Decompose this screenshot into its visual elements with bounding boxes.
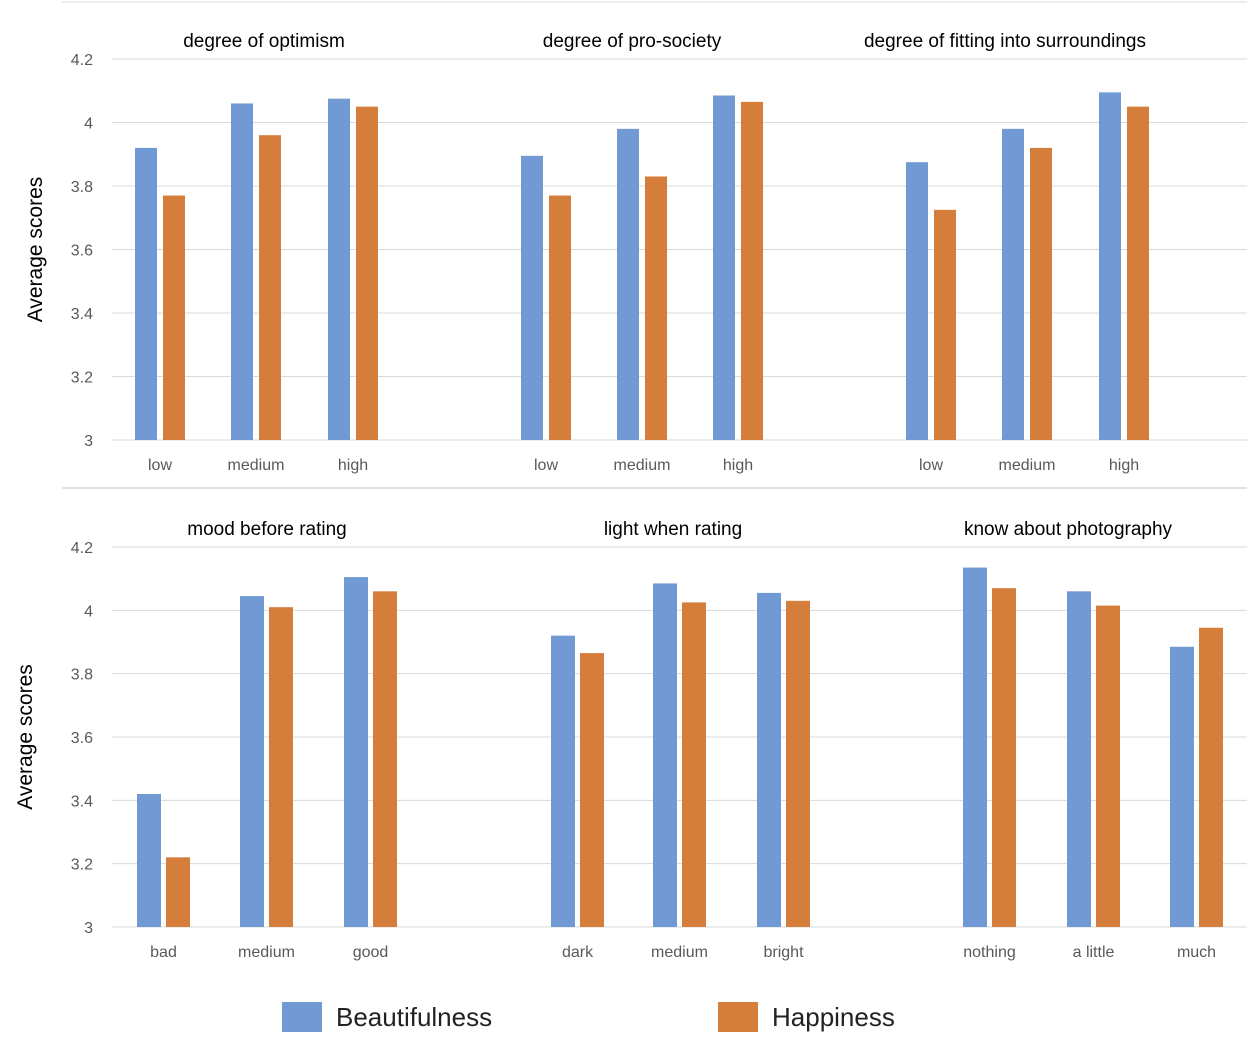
y-tick-label: 3.4 [71, 793, 93, 810]
x-category-label: high [338, 457, 368, 474]
x-category-label: high [723, 457, 753, 474]
legend-item-happiness: Happiness [718, 1000, 895, 1034]
y-tick-label: 4 [84, 603, 93, 620]
bar-happiness [166, 857, 190, 927]
bar-beautifulness [653, 583, 677, 927]
x-category-label: a little [1073, 944, 1115, 961]
y-tick-label: 4.2 [71, 52, 93, 69]
bar-happiness [163, 195, 185, 440]
y-tick-label: 3.8 [71, 667, 93, 684]
y-tick-label: 3.2 [71, 370, 93, 387]
x-category-label: medium [651, 944, 708, 961]
x-category-label: much [1177, 944, 1216, 961]
legend-label-beautifulness: Beautifulness [336, 1002, 493, 1032]
y-tick-label: 4.2 [71, 540, 93, 557]
legend-label-happiness: Happiness [772, 1002, 895, 1032]
bar-happiness [934, 209, 956, 440]
bar-beautifulness [617, 128, 639, 440]
bar-happiness [741, 101, 763, 441]
legend-swatch-happiness [718, 1002, 758, 1032]
y-tick-label: 3.6 [71, 243, 93, 260]
bar-beautifulness [328, 98, 350, 440]
bar-beautifulness [1099, 92, 1121, 441]
panel-title: degree of pro-society [543, 31, 722, 52]
x-category-label: dark [562, 944, 594, 961]
legend-swatch-beautifulness [282, 1002, 322, 1032]
bar-happiness [1096, 605, 1120, 927]
y-tick-label: 3 [84, 920, 93, 937]
bar-beautifulness [135, 147, 157, 440]
y-tick-label: 3.4 [71, 306, 93, 323]
bar-beautifulness [713, 95, 735, 440]
panel-title: light when rating [604, 519, 742, 540]
bar-happiness [1127, 106, 1149, 440]
x-category-label: bright [763, 944, 804, 961]
x-category-label: medium [614, 457, 671, 474]
bar-happiness [682, 602, 706, 927]
x-category-label: low [919, 457, 943, 474]
x-category-label: medium [999, 457, 1056, 474]
x-category-label: bad [150, 944, 177, 961]
bar-beautifulness [344, 577, 368, 927]
bar-happiness [373, 591, 397, 927]
bar-happiness [549, 195, 571, 440]
y-tick-label: 3 [84, 433, 93, 450]
bar-happiness [356, 106, 378, 440]
bar-happiness [1199, 627, 1223, 927]
bar-beautifulness [1002, 128, 1024, 440]
bar-beautifulness [137, 794, 161, 927]
y-tick-label: 3.2 [71, 857, 93, 874]
x-category-label: low [534, 457, 558, 474]
bar-beautifulness [906, 162, 928, 440]
bar-beautifulness [551, 635, 575, 927]
x-category-label: nothing [963, 944, 1016, 961]
y-tick-label: 3.8 [71, 179, 93, 196]
bar-beautifulness [963, 567, 987, 927]
y-tick-label: 3.6 [71, 730, 93, 747]
panel-title: degree of fitting into surroundings [864, 31, 1146, 52]
bar-beautifulness [1067, 591, 1091, 927]
x-category-label: good [353, 944, 389, 961]
x-category-label: low [148, 457, 172, 474]
y-tick-label: 4 [84, 116, 93, 133]
x-category-label: medium [228, 457, 285, 474]
y-axis-label: Average scores [14, 664, 37, 810]
bar-happiness [992, 588, 1016, 927]
bar-happiness [259, 135, 281, 440]
panel-title: mood before rating [187, 519, 347, 540]
bar-happiness [1030, 147, 1052, 440]
bar-beautifulness [1170, 646, 1194, 927]
bar-happiness [269, 607, 293, 927]
bar-beautifulness [521, 155, 543, 440]
legend-item-beautifulness: Beautifulness [282, 1000, 492, 1034]
legend: Beautifulness Happiness [0, 1000, 1247, 1040]
x-category-label: medium [238, 944, 295, 961]
bar-happiness [645, 176, 667, 440]
y-axis-label: Average scores [24, 177, 47, 323]
bar-beautifulness [757, 592, 781, 927]
bar-happiness [580, 653, 604, 927]
panel-title: know about photography [964, 519, 1173, 540]
panel-title: degree of optimism [183, 31, 345, 52]
bar-happiness [786, 600, 810, 927]
bar-beautifulness [240, 596, 264, 927]
bar-beautifulness [231, 103, 253, 440]
x-category-label: high [1109, 457, 1139, 474]
